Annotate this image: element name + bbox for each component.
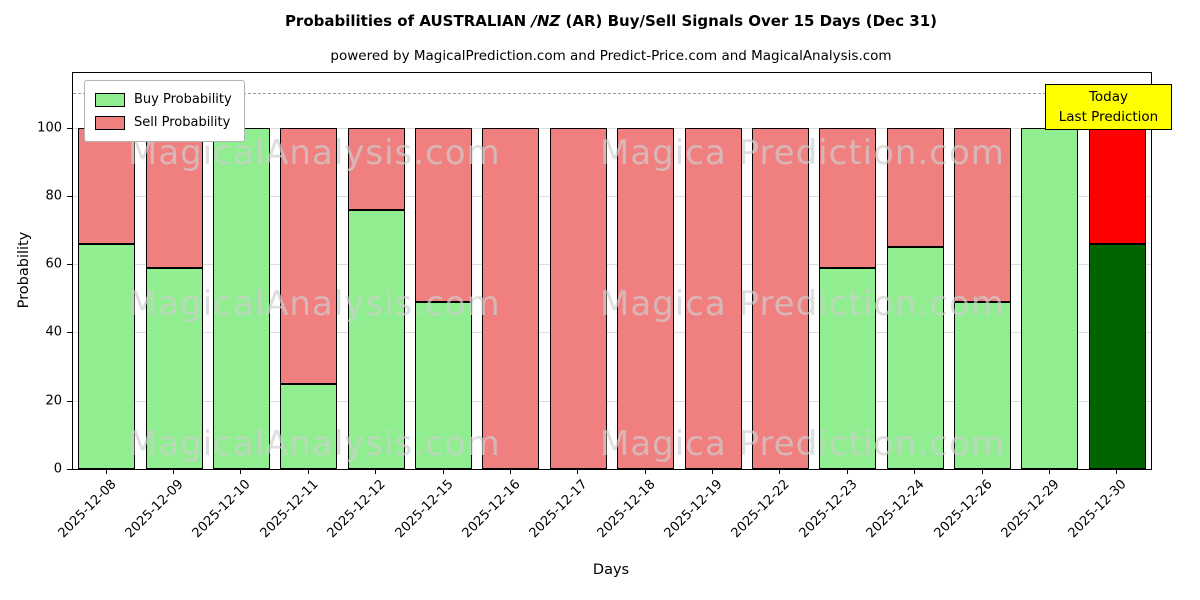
bar-segment-sell: [347, 127, 405, 210]
x-axis-label: Days: [592, 562, 630, 578]
bar-segment-sell: [549, 127, 607, 469]
legend-buy-label: Buy Probability: [134, 92, 232, 107]
bar-segment-sell: [954, 127, 1012, 302]
y-tick-mark: [67, 264, 72, 266]
plot-area: [72, 72, 1152, 470]
x-tick-mark: [442, 469, 444, 474]
x-tick-label: 2025-12-19: [661, 477, 726, 542]
x-tick-label: 2025-12-15: [392, 477, 457, 542]
x-tick-label: 2025-12-08: [55, 477, 120, 542]
x-tick-label: 2025-12-18: [594, 477, 659, 542]
legend: Buy Probability Sell Probability: [84, 80, 245, 142]
watermark-left-text: MagicalAnalysis.com: [128, 284, 501, 324]
watermark-right-text: Magica Prediction.com: [600, 284, 1005, 324]
x-tick-label: 2025-12-11: [257, 477, 322, 542]
y-tick-label: 60: [45, 256, 62, 272]
y-tick-label: 100: [37, 120, 62, 136]
bar-segment-sell: [819, 127, 877, 268]
x-tick-label: 2025-12-29: [998, 477, 1063, 542]
gridline: [73, 127, 1151, 129]
gridline: [73, 264, 1151, 266]
today-annotation: Today Last Prediction: [1045, 84, 1172, 130]
y-tick-label: 40: [45, 324, 62, 340]
today-annotation-line1: Today: [1088, 88, 1129, 105]
bar-segment-buy: [145, 267, 203, 469]
y-tick-mark: [67, 332, 72, 334]
bar-segment-buy: [1088, 243, 1146, 469]
bar-segment-sell: [78, 127, 136, 244]
bar-segment-buy: [1021, 127, 1079, 469]
legend-sell-swatch: [95, 115, 125, 130]
x-tick-mark: [173, 469, 175, 474]
y-tick-label: 20: [45, 393, 62, 409]
legend-item-sell: Sell Probability: [95, 111, 232, 134]
x-tick-mark: [644, 469, 646, 474]
y-tick-label: 0: [53, 461, 62, 477]
today-annotation-line2: Last Prediction: [1058, 109, 1159, 125]
bar-segment-buy: [212, 127, 270, 469]
gridline: [73, 332, 1151, 334]
x-tick-label: 2025-12-12: [324, 477, 389, 542]
x-tick-mark: [375, 469, 377, 474]
x-tick-mark: [846, 469, 848, 474]
y-tick-label: 80: [45, 188, 62, 204]
y-tick-mark: [67, 469, 72, 470]
x-tick-label: 2025-12-30: [1065, 477, 1130, 542]
bar-segment-sell: [684, 127, 742, 469]
x-tick-label: 2025-12-16: [459, 477, 524, 542]
chart-subtitle: powered by MagicalPrediction.com and Pre…: [330, 48, 892, 64]
x-tick-label: 2025-12-23: [796, 477, 861, 542]
y-tick-mark: [67, 195, 72, 197]
watermark-left-text: MagicalAnalysis.com: [128, 424, 501, 464]
bar-segment-buy: [886, 247, 944, 469]
bar-segment-sell: [751, 127, 809, 469]
gridline: [73, 195, 1151, 197]
x-tick-mark: [779, 469, 781, 474]
chart-title-pair: /NZ: [531, 12, 561, 30]
x-tick-mark: [105, 469, 107, 474]
bar-segment-buy: [347, 209, 405, 469]
x-tick-mark: [577, 469, 579, 474]
x-tick-mark: [509, 469, 511, 474]
y-tick-mark: [67, 127, 72, 129]
bar-segment-sell: [617, 127, 675, 469]
legend-item-buy: Buy Probability: [95, 88, 232, 111]
x-tick-label: 2025-12-17: [526, 477, 591, 542]
chart-title: Probabilities of AUSTRALIAN /NZ (AR) Buy…: [72, 12, 1150, 30]
legend-buy-swatch: [95, 92, 125, 107]
watermark-right-text: Magica Prediction.com: [600, 424, 1005, 464]
bar-segment-buy: [415, 301, 473, 469]
x-tick-label: 2025-12-09: [122, 477, 187, 542]
x-tick-label: 2025-12-10: [190, 477, 255, 542]
legend-sell-label: Sell Probability: [134, 115, 231, 130]
x-tick-mark: [1048, 469, 1050, 474]
x-tick-label: 2025-12-26: [931, 477, 996, 542]
x-tick-mark: [240, 469, 242, 474]
x-tick-mark: [914, 469, 916, 474]
bar-segment-sell: [415, 127, 473, 302]
y-axis-label: Probability: [16, 231, 32, 309]
bar-segment-buy: [280, 383, 338, 469]
chart-title-prefix: Probabilities of AUSTRALIAN: [284, 12, 532, 30]
x-tick-label: 2025-12-22: [729, 477, 794, 542]
bar-segment-buy: [819, 267, 877, 469]
bar-segment-buy: [954, 301, 1012, 469]
x-tick-mark: [307, 469, 309, 474]
bar-segment-buy: [78, 243, 136, 469]
gridline: [73, 400, 1151, 402]
x-tick-mark: [981, 469, 983, 474]
bar-segment-sell: [280, 127, 338, 384]
x-tick-mark: [1116, 469, 1118, 474]
dashed-upper-line: [73, 93, 1151, 95]
bar-segment-sell: [1088, 127, 1146, 244]
x-tick-mark: [712, 469, 714, 474]
y-tick-mark: [67, 400, 72, 402]
bar-segment-sell: [482, 127, 540, 469]
x-tick-label: 2025-12-24: [863, 477, 928, 542]
bar-segment-sell: [886, 127, 944, 248]
chart-title-suffix: (AR) Buy/Sell Signals Over 15 Days (Dec …: [560, 12, 938, 30]
watermark-right-text: Magica Prediction.com: [600, 133, 1005, 173]
bar-segment-sell: [145, 127, 203, 268]
